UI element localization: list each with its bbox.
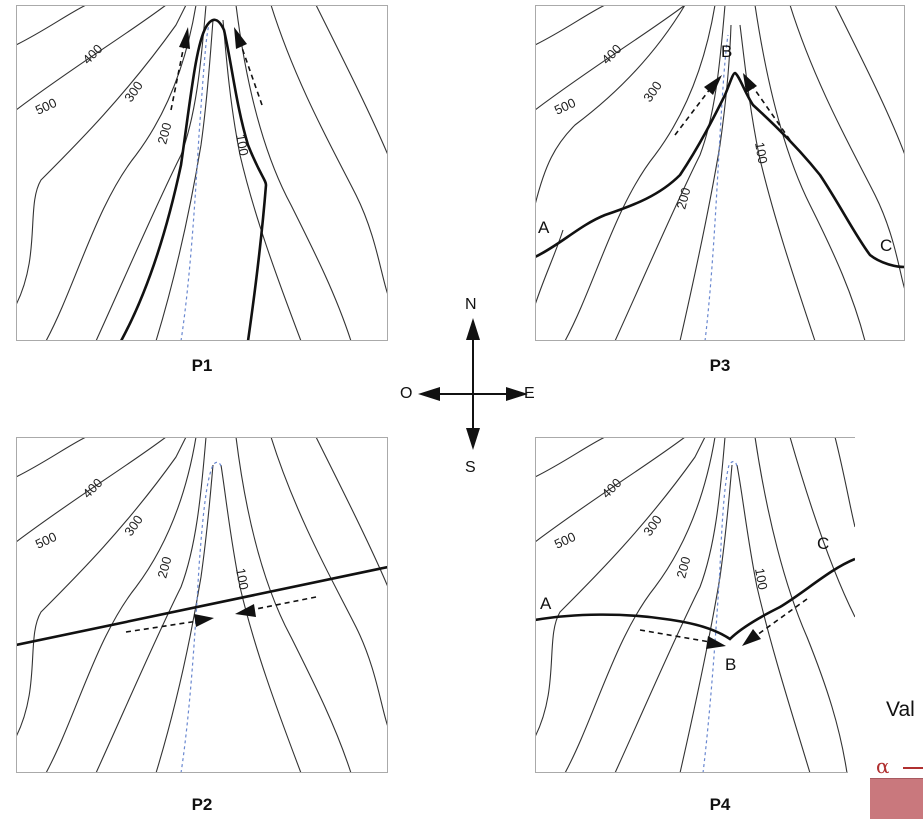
adjacent-content-fragment: Val α: [848, 650, 923, 828]
contour-label-200: 200: [154, 555, 174, 580]
contour-label-500: 500: [552, 529, 578, 552]
contour-label-300: 300: [640, 78, 665, 104]
panel-title-p3: P3: [709, 356, 731, 375]
contour-label-200: 200: [154, 121, 174, 146]
contour-label-300: 300: [121, 78, 146, 104]
contour-label-500: 500: [33, 95, 59, 118]
contour-label-200: 200: [673, 186, 693, 211]
map-p2: 500 400 300 200 100: [16, 437, 388, 773]
contour-label-100: 100: [233, 567, 252, 591]
point-label-c: C: [817, 534, 829, 553]
contour-label-500: 500: [33, 529, 59, 552]
point-label-b: B: [721, 42, 732, 61]
panel-p3: 500 400 300 200 100 A B C: [535, 5, 905, 341]
panel-p4: 500 400 300 200 100 A B C: [535, 437, 855, 773]
contour-label-200: 200: [673, 555, 693, 580]
compass-north-label: N: [465, 296, 477, 313]
contour-label-400: 400: [599, 475, 625, 501]
contour-label-100: 100: [233, 133, 252, 157]
panel-title-p2: P2: [191, 795, 213, 814]
fragment-text: Val: [886, 698, 915, 721]
compass-rose: [418, 290, 538, 490]
panel-title-p1: P1: [191, 356, 213, 375]
compass-south-label: S: [465, 459, 476, 476]
point-label-b: B: [725, 655, 736, 674]
panel-title-p4: P4: [709, 795, 731, 814]
contour-label-300: 300: [121, 512, 146, 538]
panel-p2: 500 400 300 200 100: [16, 437, 388, 773]
fragment-rule: [903, 767, 923, 769]
map-p4: 500 400 300 200 100 A B C: [535, 437, 855, 773]
point-label-c: C: [880, 236, 892, 255]
compass-east-label: E: [524, 385, 535, 402]
contour-label-400: 400: [80, 41, 106, 67]
contour-label-100: 100: [752, 567, 771, 591]
point-label-a: A: [538, 218, 550, 237]
contour-label-300: 300: [640, 512, 665, 538]
fragment-symbol: α: [876, 754, 890, 778]
point-label-a: A: [540, 594, 552, 613]
contour-label-400: 400: [599, 41, 625, 67]
compass-west-label: O: [400, 385, 413, 402]
fragment-color-swatch: [870, 778, 923, 819]
map-p1: 500 400 300 200 100: [16, 5, 388, 341]
panel-p1: 500 400 300 200 100: [16, 5, 388, 341]
contour-label-100: 100: [752, 141, 771, 165]
contour-label-500: 500: [552, 95, 578, 118]
contour-label-400: 400: [80, 475, 106, 501]
map-p3: 500 400 300 200 100 A B C: [535, 5, 905, 341]
compass-arrows: [418, 318, 528, 450]
